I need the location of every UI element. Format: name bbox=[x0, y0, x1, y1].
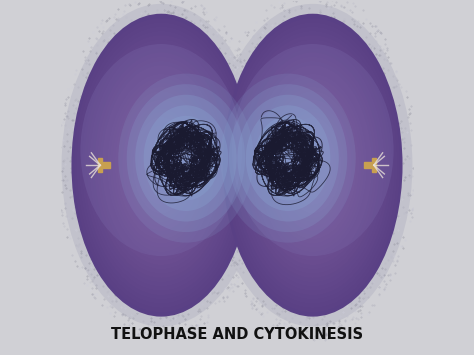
Ellipse shape bbox=[261, 78, 365, 252]
Ellipse shape bbox=[82, 31, 241, 300]
Ellipse shape bbox=[84, 35, 238, 295]
Ellipse shape bbox=[228, 22, 398, 308]
Ellipse shape bbox=[130, 113, 192, 218]
Ellipse shape bbox=[94, 52, 228, 278]
Ellipse shape bbox=[120, 95, 203, 235]
Ellipse shape bbox=[241, 44, 385, 286]
Ellipse shape bbox=[232, 44, 393, 256]
Ellipse shape bbox=[266, 87, 359, 244]
Ellipse shape bbox=[220, 73, 356, 243]
Ellipse shape bbox=[236, 35, 390, 295]
Ellipse shape bbox=[144, 105, 228, 211]
Ellipse shape bbox=[102, 65, 220, 265]
Ellipse shape bbox=[125, 104, 198, 226]
Ellipse shape bbox=[292, 130, 334, 201]
Ellipse shape bbox=[72, 14, 251, 317]
Ellipse shape bbox=[107, 74, 216, 257]
Ellipse shape bbox=[271, 95, 354, 235]
Ellipse shape bbox=[284, 117, 341, 214]
Ellipse shape bbox=[269, 91, 357, 239]
Ellipse shape bbox=[251, 61, 374, 269]
Ellipse shape bbox=[127, 84, 245, 232]
Ellipse shape bbox=[92, 48, 231, 282]
Ellipse shape bbox=[87, 39, 236, 291]
Ellipse shape bbox=[128, 108, 195, 222]
Ellipse shape bbox=[229, 84, 347, 232]
Ellipse shape bbox=[213, 4, 412, 327]
Ellipse shape bbox=[152, 116, 220, 200]
Ellipse shape bbox=[294, 134, 331, 196]
Bar bbox=[364, 162, 372, 168]
Ellipse shape bbox=[276, 104, 349, 226]
Ellipse shape bbox=[74, 18, 248, 312]
Ellipse shape bbox=[223, 14, 402, 317]
Ellipse shape bbox=[81, 44, 242, 256]
Ellipse shape bbox=[254, 65, 372, 265]
Bar bbox=[98, 158, 102, 172]
Ellipse shape bbox=[254, 116, 322, 200]
Ellipse shape bbox=[246, 105, 330, 211]
Ellipse shape bbox=[238, 39, 387, 291]
Ellipse shape bbox=[248, 57, 377, 274]
Ellipse shape bbox=[140, 130, 182, 201]
Ellipse shape bbox=[258, 74, 367, 257]
Ellipse shape bbox=[105, 70, 218, 261]
Ellipse shape bbox=[237, 95, 339, 222]
Ellipse shape bbox=[282, 113, 344, 218]
Ellipse shape bbox=[76, 22, 246, 308]
Ellipse shape bbox=[243, 48, 382, 282]
Ellipse shape bbox=[97, 57, 226, 274]
Ellipse shape bbox=[256, 70, 369, 261]
Ellipse shape bbox=[133, 117, 190, 214]
Ellipse shape bbox=[230, 27, 395, 304]
Ellipse shape bbox=[89, 44, 233, 286]
Ellipse shape bbox=[279, 108, 346, 222]
Ellipse shape bbox=[264, 82, 362, 248]
Ellipse shape bbox=[286, 121, 339, 209]
Bar bbox=[102, 162, 110, 168]
Ellipse shape bbox=[289, 125, 337, 205]
Ellipse shape bbox=[274, 99, 352, 231]
Ellipse shape bbox=[137, 125, 185, 205]
Ellipse shape bbox=[100, 61, 223, 269]
Ellipse shape bbox=[117, 91, 205, 239]
Ellipse shape bbox=[122, 99, 200, 231]
Ellipse shape bbox=[79, 27, 244, 304]
Ellipse shape bbox=[115, 87, 208, 244]
Ellipse shape bbox=[112, 82, 210, 248]
Ellipse shape bbox=[135, 95, 237, 222]
Ellipse shape bbox=[233, 31, 392, 300]
Ellipse shape bbox=[226, 18, 400, 312]
Bar bbox=[372, 158, 376, 172]
Ellipse shape bbox=[297, 138, 329, 192]
Ellipse shape bbox=[62, 4, 261, 327]
Ellipse shape bbox=[135, 121, 188, 209]
Ellipse shape bbox=[145, 138, 177, 192]
Text: TELOPHASE AND CYTOKINESIS: TELOPHASE AND CYTOKINESIS bbox=[111, 327, 363, 342]
Ellipse shape bbox=[143, 134, 180, 196]
Ellipse shape bbox=[109, 78, 213, 252]
Ellipse shape bbox=[118, 73, 254, 243]
Ellipse shape bbox=[246, 52, 380, 278]
